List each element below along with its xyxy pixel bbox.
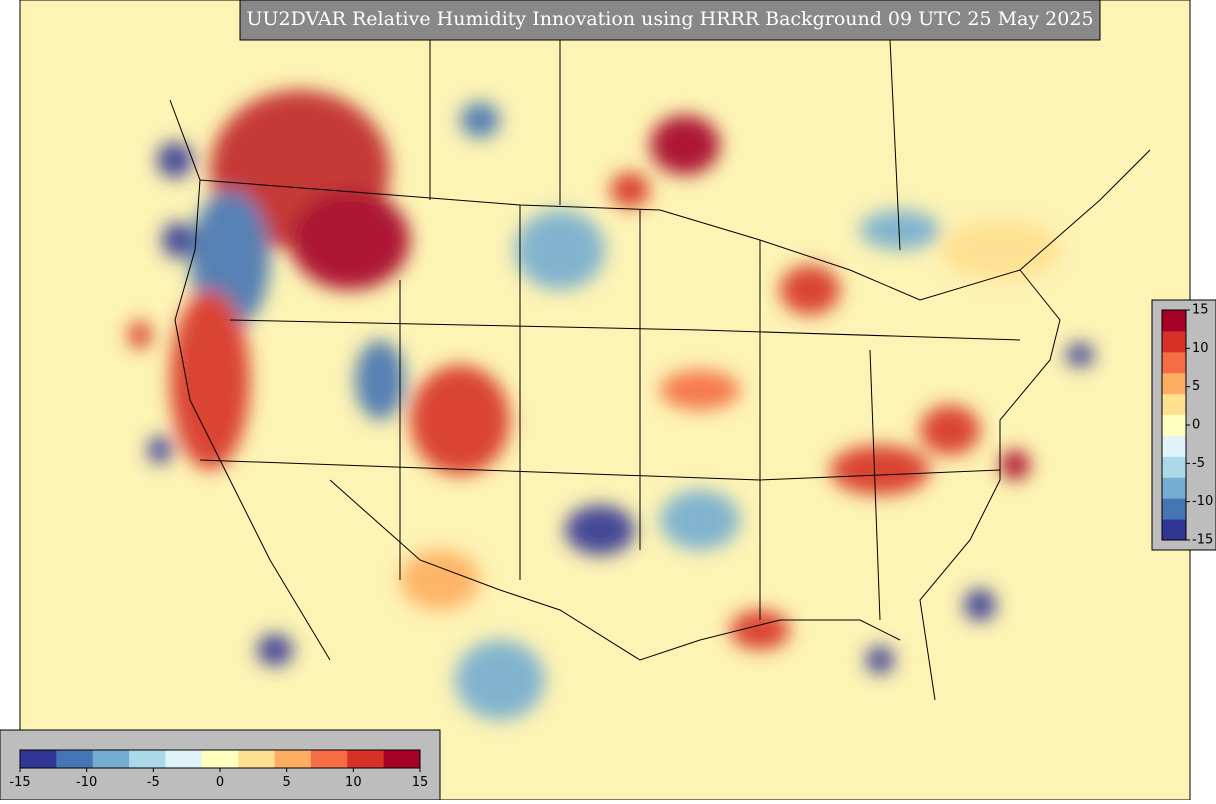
- colorbar-swatch: [347, 750, 385, 768]
- colorbar-tick-label: 5: [283, 775, 291, 790]
- colorbar-swatch: [1162, 435, 1186, 457]
- colorbar-swatch: [56, 750, 94, 768]
- colorbar-tick-label: -15: [9, 775, 30, 790]
- colorbar-tick-label: 15: [1192, 303, 1209, 318]
- colorbar-swatch: [310, 750, 348, 768]
- colorbar-tick-label: 5: [1192, 379, 1200, 394]
- humidity-field: [128, 90, 1094, 720]
- colorbar-swatch: [238, 750, 276, 768]
- colorbar-swatch: [1162, 393, 1186, 416]
- boundaries: [169, 39, 1151, 701]
- colorbar-swatch: [1162, 310, 1186, 332]
- colorbar-swatch: [1162, 351, 1186, 374]
- colorbar-swatch: [165, 750, 203, 768]
- colorbar-swatch: [20, 750, 57, 768]
- colorbar-swatch: [1162, 372, 1186, 395]
- title-box: [239, 0, 1101, 41]
- colorbar-swatch: [1162, 456, 1186, 478]
- colorbar-swatch: [201, 750, 239, 768]
- colorbar-swatch: [383, 750, 421, 768]
- colorbar-tick-label: 15: [412, 775, 429, 790]
- colorbar-swatch: [1162, 477, 1186, 499]
- colorbar-tick-label: -5: [147, 775, 160, 790]
- colorbar-tick-label: -10: [76, 775, 97, 790]
- colorbar-swatch: [1162, 330, 1186, 353]
- colorbar-tick-label: -15: [1192, 533, 1213, 548]
- title: UU2DVAR Relative Humidity Innovation usi…: [246, 8, 1093, 30]
- colorbar-tick-label: -5: [1192, 456, 1205, 471]
- colorbar-tick-label: -10: [1192, 494, 1213, 509]
- colorbar-tick-label: 10: [345, 775, 362, 790]
- colorbar-swatch: [129, 750, 166, 768]
- colorbar: -15 -10 -5 0 5 10 15: [9, 749, 429, 790]
- colorbar-swatch: [274, 750, 312, 768]
- colorbar-tick-label: 0: [216, 775, 224, 790]
- colorbar-swatch: [1162, 414, 1186, 436]
- colorbar: 15 10 5 0 -5 -10 -15: [1161, 303, 1213, 548]
- colorbar-tick-label: 10: [1192, 341, 1209, 356]
- colorbar-swatch: [1162, 519, 1186, 541]
- colorbar-tick-label: 0: [1192, 418, 1200, 433]
- colorbar-swatch: [92, 750, 130, 768]
- colorbar-swatch: [1162, 498, 1186, 520]
